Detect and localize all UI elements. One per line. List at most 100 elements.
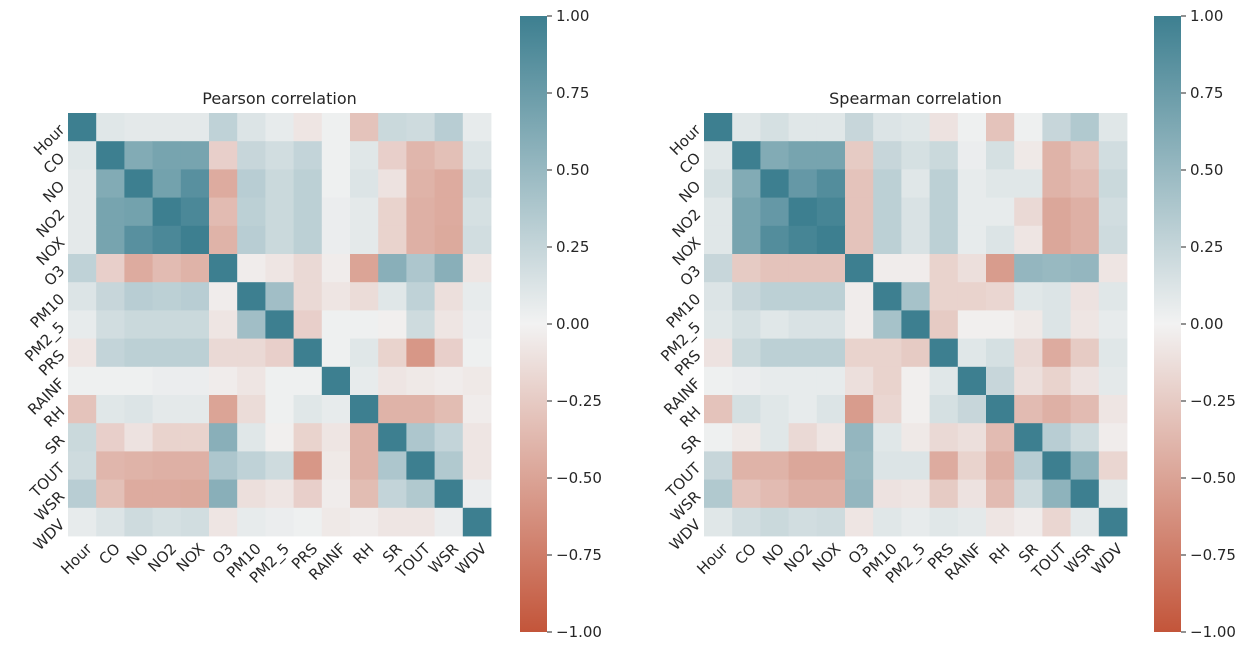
heatmap-cell [378, 282, 407, 311]
heatmap-cell [434, 141, 464, 170]
heatmap-cell [96, 141, 125, 170]
heatmap-cell [406, 395, 435, 424]
heatmap-cell [957, 282, 987, 311]
heatmap-cell [704, 169, 733, 198]
colorbar-tick-label: 0.25 [1190, 238, 1223, 256]
heatmap-cell [180, 310, 210, 339]
heatmap-cell [760, 169, 789, 198]
heatmap-cell [124, 310, 153, 339]
heatmap-cell [1070, 141, 1100, 170]
colorbar-tick-label: 1.00 [556, 7, 589, 25]
colorbar-tick-label: 1.00 [1190, 7, 1223, 25]
heatmap-cell [732, 225, 761, 255]
heatmap-cell [350, 169, 379, 198]
heatmap-cell [788, 141, 818, 170]
heatmap-cell [845, 479, 874, 509]
heatmap-cell [237, 282, 266, 311]
heatmap-cell [68, 423, 97, 452]
heatmap-cell [704, 423, 733, 452]
heatmap-cell [96, 451, 125, 480]
heatmap-cell [1098, 282, 1128, 311]
heatmap-cell [732, 507, 761, 537]
heatmap-cell [350, 507, 379, 537]
heatmap-cell [1070, 366, 1100, 396]
heatmap-cell [68, 507, 97, 537]
heatmap-cell [732, 366, 761, 396]
heatmap-cell [1014, 113, 1043, 142]
heatmap-cell [293, 197, 323, 227]
heatmap-cell [265, 366, 294, 396]
heatmap-cell [209, 423, 238, 452]
heatmap-cell [434, 451, 464, 480]
heatmap-cell [434, 197, 464, 227]
heatmap-cell [68, 254, 97, 283]
heatmap-cell [237, 479, 266, 509]
colorbar-tick-label: −0.25 [556, 392, 602, 410]
heatmap-cell [293, 310, 323, 339]
heatmap-cell [704, 113, 733, 142]
heatmap-cell [760, 310, 789, 339]
heatmap-cell [96, 282, 125, 311]
heatmap-cell [1014, 479, 1043, 509]
heatmap-cell [378, 254, 407, 283]
heatmap-cell [378, 310, 407, 339]
heatmap-cell [845, 141, 874, 170]
heatmap-cell [68, 395, 97, 424]
heatmap-cell [957, 225, 987, 255]
heatmap-cell [321, 169, 351, 198]
heatmap-cell [901, 254, 930, 283]
heatmap-cell [434, 507, 464, 537]
heatmap-cell [321, 113, 351, 142]
heatmap-cell [68, 366, 97, 396]
heatmap-cell [1070, 479, 1100, 509]
heatmap-cell [873, 282, 902, 311]
heatmap-cell [209, 507, 238, 537]
heatmap-cell [462, 169, 492, 198]
heatmap-cell [1014, 141, 1043, 170]
heatmap-cell [265, 479, 294, 509]
heatmap-cell [462, 310, 492, 339]
heatmap-cell [1042, 254, 1071, 283]
heatmap-cell [1042, 507, 1071, 537]
heatmap-cell [1042, 479, 1071, 509]
heatmap-cell [816, 225, 846, 255]
heatmap-cell [180, 507, 210, 537]
heatmap-cell [873, 451, 902, 480]
heatmap-cell [760, 254, 789, 283]
heatmap-cell [986, 225, 1015, 255]
heatmap-cell [732, 423, 761, 452]
heatmap-cell [378, 169, 407, 198]
heatmap-cell [406, 254, 435, 283]
heatmap-cell [293, 366, 323, 396]
heatmap-cell [96, 197, 125, 227]
heatmap-cell [237, 169, 266, 198]
heatmap-cell [68, 141, 97, 170]
heatmap-cell [209, 169, 238, 198]
colorbar-tick-label: −0.50 [556, 469, 602, 487]
heatmap-cell [957, 141, 987, 170]
heatmap-cell [704, 451, 733, 480]
heatmap-cell [986, 479, 1015, 509]
heatmap-cell [237, 113, 266, 142]
heatmap-cell [265, 423, 294, 452]
heatmap-cell [1014, 169, 1043, 198]
heatmap-cell [760, 113, 789, 142]
heatmap-cell [462, 395, 492, 424]
heatmap-cell [350, 254, 379, 283]
heatmap-cell [124, 451, 153, 480]
heatmap-cell [845, 338, 874, 368]
x-tick-label: CO [95, 540, 123, 568]
heatmap-cell [1098, 169, 1128, 198]
heatmap-cell [1070, 197, 1100, 227]
heatmap-cell [957, 197, 987, 227]
heatmap-cell [732, 197, 761, 227]
heatmap-cell [986, 254, 1015, 283]
heatmap-cell [957, 507, 987, 537]
y-tick-label: NOX [33, 234, 69, 270]
y-tick-label: NO [675, 177, 704, 206]
heatmap-cell [378, 395, 407, 424]
heatmap-cell [124, 254, 153, 283]
heatmap-cell [124, 479, 153, 509]
